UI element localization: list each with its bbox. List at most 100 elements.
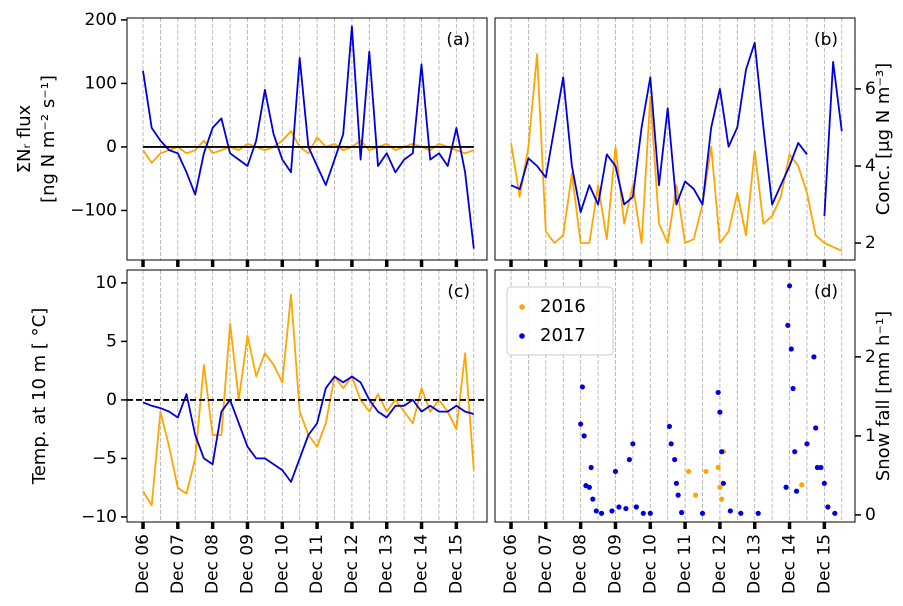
scatter-point bbox=[717, 409, 723, 415]
scatter-point bbox=[715, 389, 721, 396]
scatter-point bbox=[588, 464, 594, 471]
scatter-point bbox=[821, 480, 827, 486]
scatter-point bbox=[793, 488, 800, 494]
plot-frame bbox=[494, 17, 856, 261]
x-tick-label: Dec 08 bbox=[571, 534, 591, 594]
y-axis-label: Snow fall [mm h⁻¹] bbox=[873, 311, 894, 481]
scatter-point bbox=[579, 384, 585, 390]
scatter-point bbox=[626, 456, 632, 463]
scatter-point bbox=[586, 484, 592, 490]
scatter-point bbox=[668, 441, 674, 447]
scatter-point bbox=[673, 480, 679, 486]
legend-marker bbox=[519, 304, 525, 310]
scatter-point bbox=[813, 425, 819, 431]
y-tick-label: 5 bbox=[106, 331, 117, 351]
x-tick-label: Dec 12 bbox=[342, 534, 362, 594]
scatter-point bbox=[832, 510, 838, 516]
plot-frame bbox=[494, 269, 856, 523]
y-axis-label: ΣNᵣ flux bbox=[14, 104, 35, 173]
x-tick-label: Dec 10 bbox=[272, 534, 292, 594]
scatter-point bbox=[679, 509, 685, 516]
legend-marker bbox=[519, 333, 525, 339]
scatter-point bbox=[804, 441, 810, 447]
line-series bbox=[510, 53, 843, 252]
y-tick-label: 0 bbox=[106, 137, 117, 157]
scatter-point bbox=[640, 510, 646, 516]
line-series bbox=[142, 375, 475, 483]
y-tick-label: 10 bbox=[95, 273, 117, 293]
scatter-point bbox=[593, 508, 599, 514]
scatter-point bbox=[675, 492, 681, 498]
x-tick-label: Dec 15 bbox=[814, 534, 834, 594]
y-tick-label: 4 bbox=[865, 156, 876, 176]
scatter-point bbox=[616, 504, 622, 510]
x-tick-label: Dec 07 bbox=[536, 534, 556, 594]
legend-box bbox=[506, 286, 614, 356]
scatter-point bbox=[598, 510, 605, 516]
x-tick-label: Dec 12 bbox=[710, 534, 730, 594]
scatter-point bbox=[720, 480, 726, 486]
panel-label: (d) bbox=[814, 282, 838, 302]
scatter-point bbox=[590, 496, 596, 502]
scatter-point bbox=[783, 484, 789, 490]
scatter-point bbox=[717, 484, 723, 490]
plot-frame bbox=[126, 269, 488, 523]
y-tick-label: 2 bbox=[865, 347, 876, 367]
panel-label: (c) bbox=[447, 282, 470, 302]
scatter-point bbox=[719, 496, 725, 502]
scatter-point bbox=[578, 421, 584, 427]
scatter-point bbox=[647, 510, 653, 516]
y-tick-label: 100 bbox=[85, 73, 117, 93]
scatter-point bbox=[623, 505, 629, 512]
scatter-point bbox=[799, 482, 805, 488]
legend-label: 2017 bbox=[540, 325, 586, 346]
x-tick-label: Dec 11 bbox=[675, 534, 695, 594]
panel-label: (b) bbox=[814, 30, 838, 50]
scatter-point bbox=[719, 449, 725, 455]
scatter-point bbox=[785, 322, 791, 328]
x-tick-label: Dec 09 bbox=[237, 534, 257, 594]
x-tick-label: Dec 06 bbox=[501, 534, 521, 594]
scatter-point bbox=[609, 508, 615, 514]
x-tick-label: Dec 15 bbox=[446, 534, 466, 594]
y-tick-label: −10 bbox=[81, 507, 117, 527]
scatter-point bbox=[738, 510, 744, 516]
x-tick-label: Dec 13 bbox=[745, 534, 765, 594]
x-tick-label: Dec 14 bbox=[412, 534, 432, 594]
y-axis-label: [ng N m⁻² s⁻¹] bbox=[38, 75, 59, 203]
scatter-point bbox=[715, 464, 721, 471]
scatter-point bbox=[581, 433, 587, 439]
scatter-point bbox=[790, 385, 796, 392]
x-tick-label: Dec 06 bbox=[133, 534, 153, 594]
y-axis-label: Temp. at 10 m [ °C] bbox=[29, 308, 50, 485]
y-axis-label: Conc. [μg N m⁻³] bbox=[873, 63, 894, 215]
x-tick-label: Dec 13 bbox=[377, 534, 397, 594]
y-tick-label: −100 bbox=[70, 200, 117, 220]
x-tick-label: Dec 07 bbox=[168, 534, 188, 594]
y-tick-label: −5 bbox=[92, 448, 117, 468]
scatter-point bbox=[699, 510, 706, 516]
scatter-point bbox=[727, 508, 733, 514]
scatter-point bbox=[825, 504, 831, 510]
y-tick-label: 2 bbox=[865, 233, 876, 253]
scatter-point bbox=[692, 492, 699, 498]
scatter-point bbox=[666, 423, 673, 430]
x-tick-label: Dec 08 bbox=[203, 534, 223, 594]
scatter-point bbox=[792, 449, 798, 455]
y-tick-label: 200 bbox=[85, 10, 117, 30]
line-series bbox=[510, 41, 843, 217]
y-tick-label: 6 bbox=[865, 79, 876, 99]
scatter-point bbox=[703, 468, 709, 475]
y-tick-label: 0 bbox=[865, 505, 876, 525]
scatter-point bbox=[685, 468, 692, 475]
plot-frame bbox=[126, 17, 488, 261]
scatter-point bbox=[811, 354, 817, 360]
scatter-point bbox=[786, 283, 793, 289]
legend-label: 2016 bbox=[540, 296, 586, 317]
scatter-point bbox=[630, 441, 636, 447]
line-series bbox=[142, 25, 475, 249]
scatter-point bbox=[633, 504, 639, 510]
scatter-point bbox=[672, 456, 678, 463]
y-tick-label: 1 bbox=[865, 426, 876, 446]
